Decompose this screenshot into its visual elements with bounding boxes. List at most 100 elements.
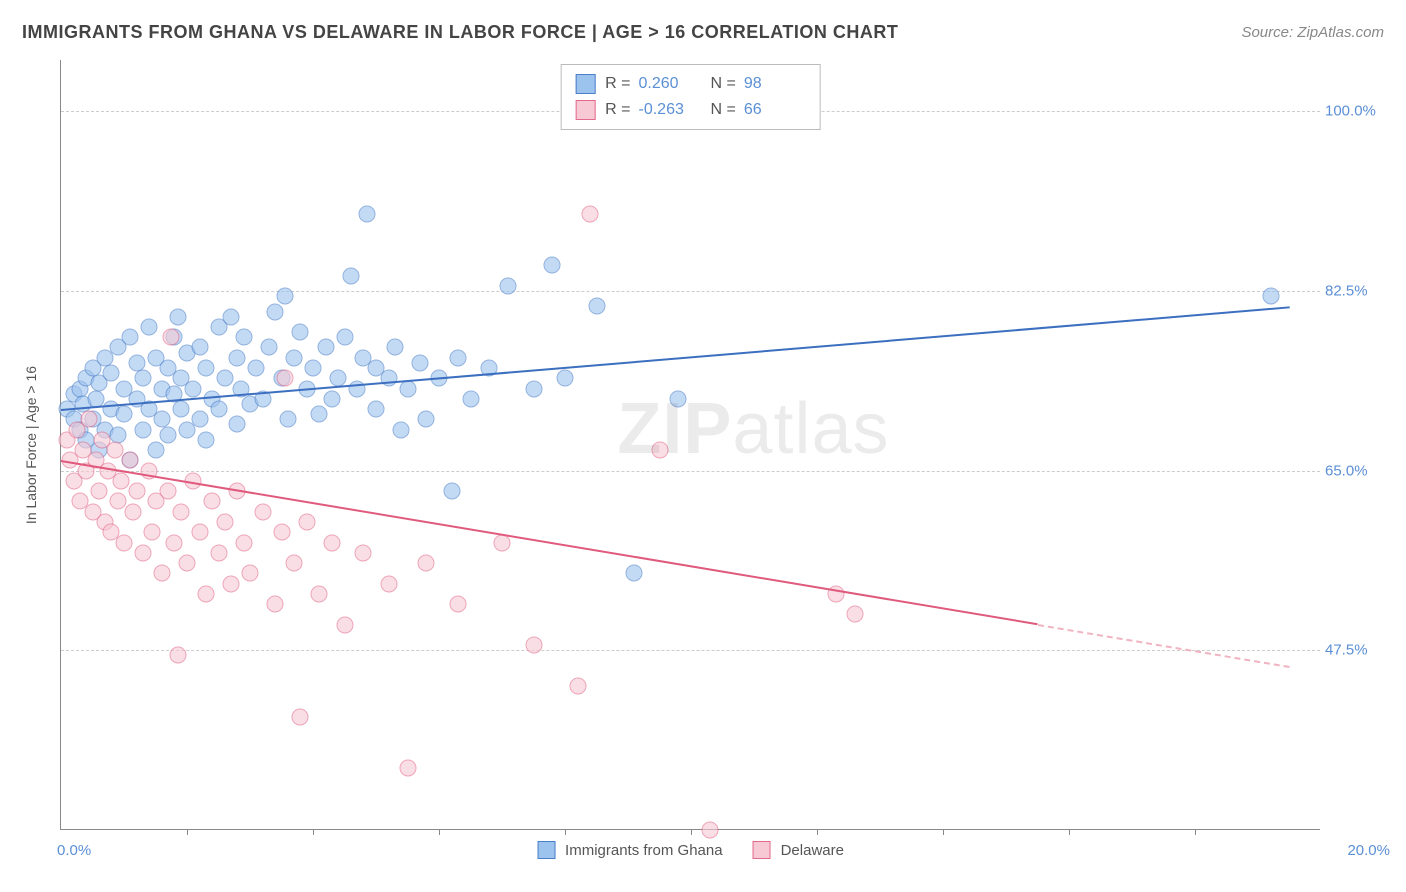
x-tick [565,829,566,835]
data-point [355,544,372,561]
data-point [349,380,366,397]
data-point [210,544,227,561]
data-point [443,483,460,500]
data-point [386,339,403,356]
data-point [172,503,189,520]
data-point [393,421,410,438]
legend-label-delaware: Delaware [781,842,844,859]
swatch-pink [575,100,595,120]
data-point [462,390,479,407]
data-point [191,524,208,541]
data-point [90,483,107,500]
data-point [342,267,359,284]
data-point [160,483,177,500]
gridline [61,471,1320,472]
data-point [260,339,277,356]
series-legend: Immigrants from Ghana Delaware [537,841,844,859]
data-point [569,678,586,695]
data-point [235,534,252,551]
data-point [311,585,328,602]
data-point [846,606,863,623]
data-point [122,329,139,346]
x-tick [943,829,944,835]
data-point [582,206,599,223]
data-point [588,298,605,315]
swatch-blue [575,74,595,94]
data-point [197,585,214,602]
data-point [626,565,643,582]
x-tick [313,829,314,835]
data-point [336,329,353,346]
stats-row-ghana: R = 0.260 N = 98 [575,71,806,97]
data-point [134,421,151,438]
trend-line [1037,624,1289,668]
legend-swatch-delaware [753,841,771,859]
data-point [112,472,129,489]
data-point [197,360,214,377]
data-point [323,390,340,407]
data-point [380,575,397,592]
data-point [358,206,375,223]
data-point [169,308,186,325]
data-point [330,370,347,387]
data-point [399,380,416,397]
data-point [185,380,202,397]
data-point [248,360,265,377]
data-point [229,416,246,433]
data-point [153,565,170,582]
data-point [229,349,246,366]
r-value-delaware: -0.263 [639,97,701,123]
data-point [1262,288,1279,305]
data-point [380,370,397,387]
data-point [163,329,180,346]
plot-area: ZIPatlas In Labor Force | Age > 16 47.5%… [60,60,1320,830]
data-point [399,760,416,777]
data-point [276,288,293,305]
data-point [298,514,315,531]
data-point [292,324,309,341]
r-value-ghana: 0.260 [639,71,701,97]
data-point [169,647,186,664]
data-point [242,565,259,582]
data-point [109,426,126,443]
data-point [651,442,668,459]
data-point [191,339,208,356]
data-point [557,370,574,387]
data-point [172,401,189,418]
data-point [144,524,161,541]
data-point [109,493,126,510]
data-point [191,411,208,428]
x-tick [187,829,188,835]
legend-label-ghana: Immigrants from Ghana [565,842,723,859]
gridline [61,291,1320,292]
data-point [267,303,284,320]
data-point [235,329,252,346]
data-point [81,411,98,428]
stats-legend: R = 0.260 N = 98 R = -0.263 N = 66 [560,64,821,130]
data-point [160,426,177,443]
data-point [449,349,466,366]
data-point [223,575,240,592]
data-point [368,401,385,418]
y-tick-label: 100.0% [1325,103,1385,120]
y-tick-label: 82.5% [1325,283,1385,300]
data-point [276,370,293,387]
chart-title: IMMIGRANTS FROM GHANA VS DELAWARE IN LAB… [22,22,898,43]
data-point [128,483,145,500]
data-point [500,277,517,294]
data-point [103,365,120,382]
data-point [166,534,183,551]
data-point [116,406,133,423]
x-tick [817,829,818,835]
data-point [418,555,435,572]
data-point [286,555,303,572]
data-point [279,411,296,428]
stats-row-delaware: R = -0.263 N = 66 [575,97,806,123]
legend-swatch-ghana [537,841,555,859]
data-point [179,555,196,572]
data-point [134,544,151,561]
data-point [317,339,334,356]
data-point [336,616,353,633]
data-point [216,514,233,531]
y-tick-label: 47.5% [1325,642,1385,659]
